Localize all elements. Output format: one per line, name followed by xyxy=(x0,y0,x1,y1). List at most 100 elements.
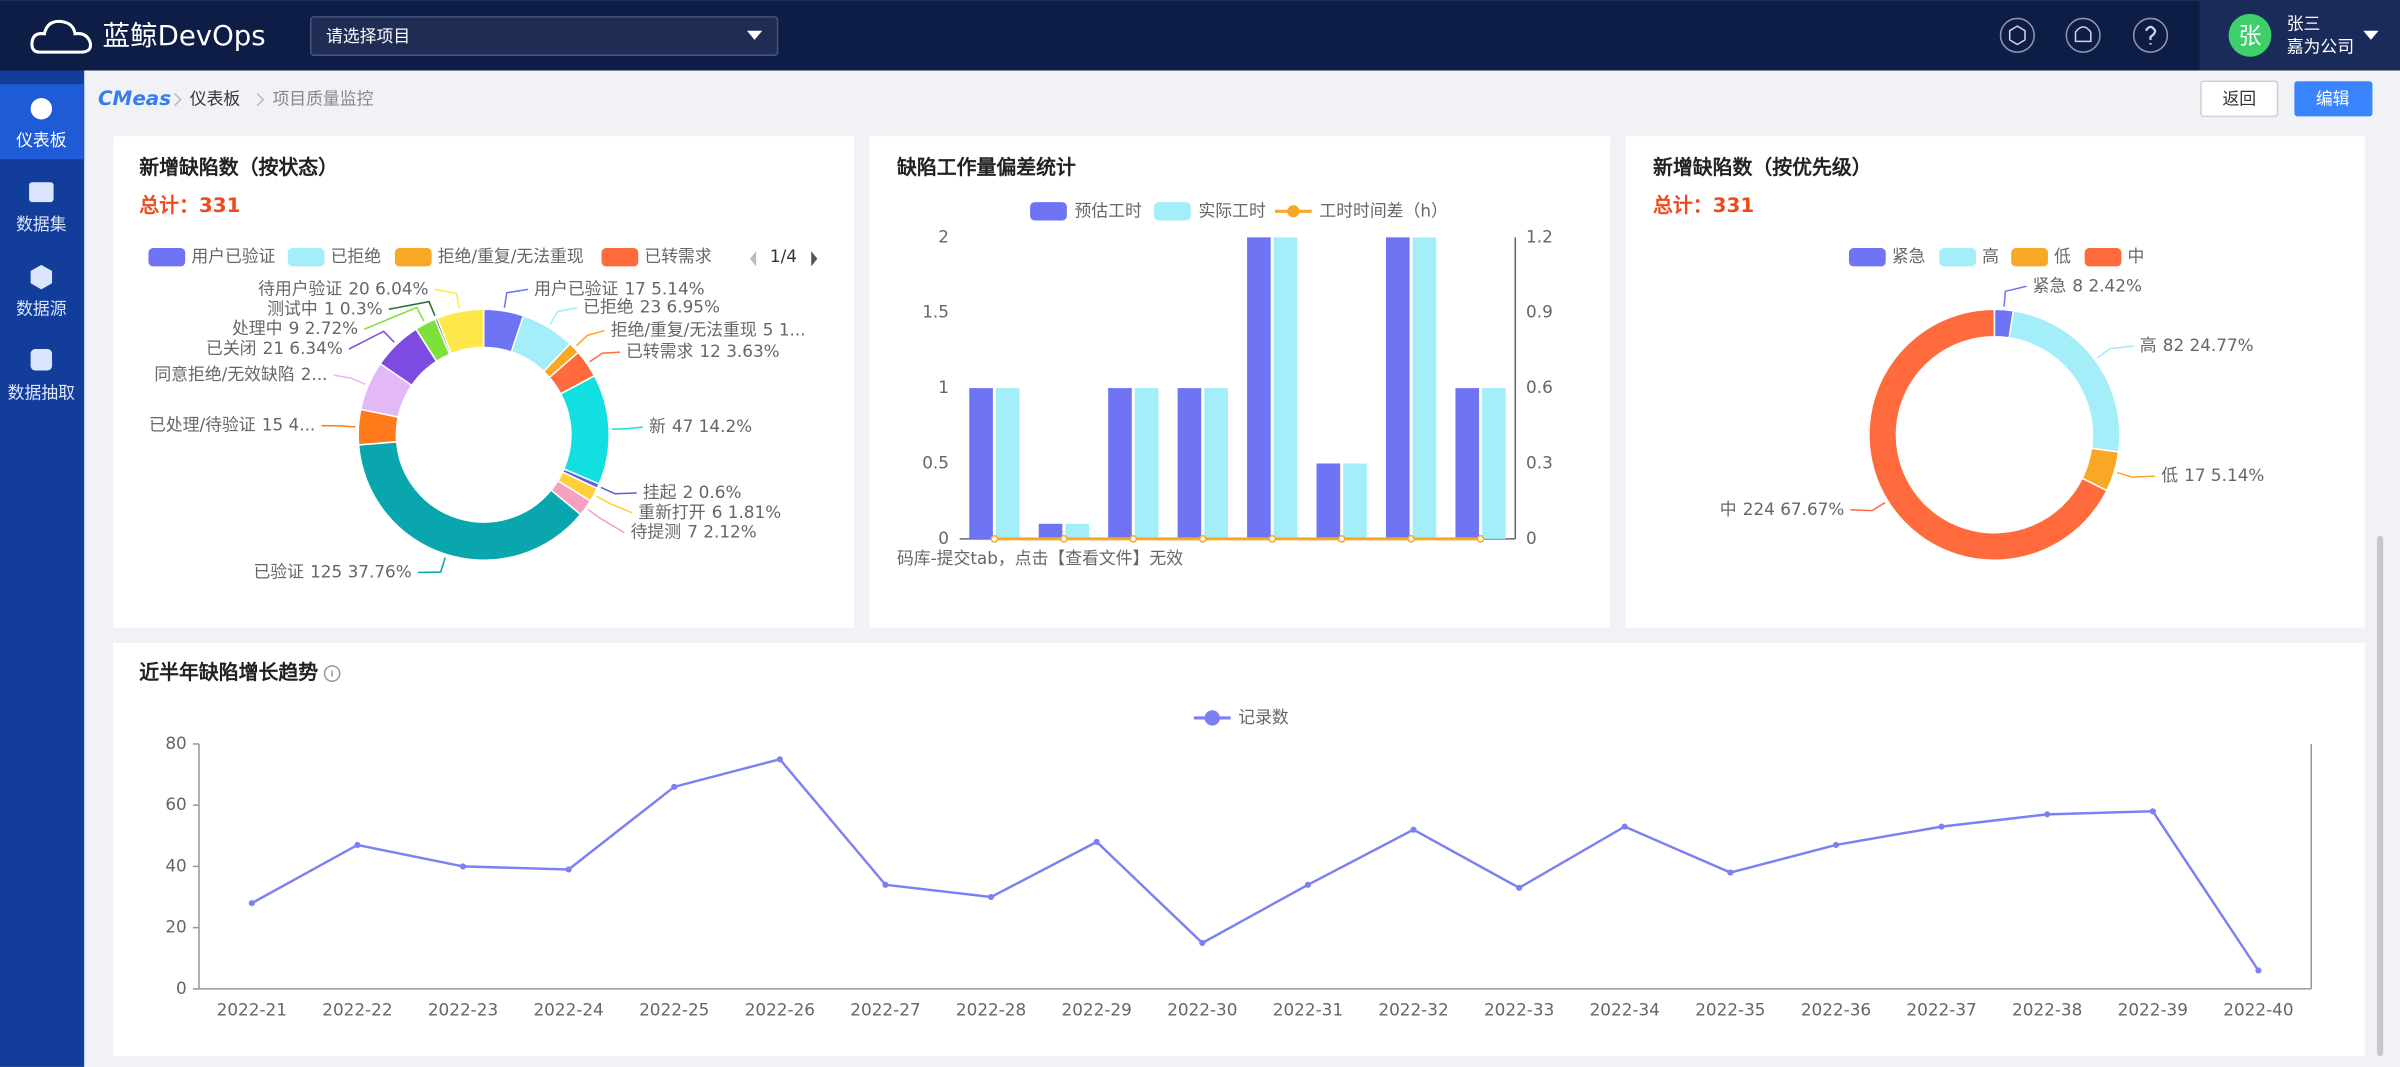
sidebar-item[interactable]: 数据集 xyxy=(16,214,67,234)
slice-value: 224 67.67% xyxy=(1743,499,1845,519)
legend-swatch[interactable] xyxy=(1848,248,1886,267)
legend-swatch[interactable] xyxy=(601,248,639,267)
legend-swatch[interactable] xyxy=(1030,202,1067,221)
slice-name: 低 xyxy=(2161,465,2178,485)
slice-label: 已关闭 21 6.34% xyxy=(206,338,343,358)
point xyxy=(1060,535,1068,543)
point xyxy=(776,756,783,763)
user-caret[interactable] xyxy=(2363,30,2379,40)
breadcrumb-item[interactable]: 仪表板 xyxy=(190,89,241,109)
legend-swatch[interactable] xyxy=(287,248,325,267)
help-icon[interactable] xyxy=(2132,17,2169,53)
x-tick-label: 2022-39 xyxy=(2118,999,2188,1019)
legend-swatch[interactable] xyxy=(1154,202,1191,221)
point xyxy=(1727,869,1734,876)
legend-next[interactable] xyxy=(811,251,818,267)
select-caret[interactable] xyxy=(746,30,763,40)
x-tick-label: 2022-26 xyxy=(745,999,815,1019)
bar xyxy=(1177,388,1202,539)
legend-dot[interactable] xyxy=(1204,710,1220,726)
y-tick-label: 80 xyxy=(165,733,186,753)
slice-name: 拒绝/重复/无法重现 xyxy=(611,320,757,340)
slice-label: 新 47 14.2% xyxy=(649,416,752,436)
legend-label[interactable]: 已拒绝 xyxy=(331,246,382,266)
label-line xyxy=(587,509,625,534)
back-button[interactable] xyxy=(2200,80,2279,118)
package-icon[interactable] xyxy=(1999,17,2035,53)
legend-label[interactable]: 用户已验证 xyxy=(191,246,275,266)
breadcrumb-brand[interactable]: CMeas xyxy=(98,87,171,110)
sidebar xyxy=(0,70,85,1067)
chart-total: 总计：331 xyxy=(139,194,240,217)
legend-label[interactable]: 记录数 xyxy=(1238,707,1289,727)
legend-label[interactable]: 预估工时 xyxy=(1074,200,1141,220)
point xyxy=(1199,939,1206,946)
bar xyxy=(1108,388,1132,539)
legend-swatch[interactable] xyxy=(2084,248,2122,267)
title-help-icon[interactable] xyxy=(323,665,341,682)
x-tick-label: 2022-29 xyxy=(1062,999,1132,1019)
point xyxy=(671,783,678,790)
slice-value: 9 2.72% xyxy=(289,318,359,338)
slice-label: 中 224 67.67% xyxy=(1720,499,1845,519)
chart-title: 缺陷工作量偏差统计 xyxy=(896,156,1076,179)
slice-label: 处理中 9 2.72% xyxy=(232,318,358,338)
slice-name: 高 xyxy=(2140,335,2157,355)
legend-label[interactable]: 低 xyxy=(2054,246,2071,266)
chart-title: 新增缺陷数（按优先级） xyxy=(1653,156,1872,179)
edit-button[interactable] xyxy=(2294,81,2373,117)
legend-label[interactable]: 实际工时 xyxy=(1198,200,1265,220)
slice-label: 已转需求 12 3.63% xyxy=(626,341,780,361)
sidebar-active[interactable] xyxy=(0,84,85,160)
chart-note: 码库-提交tab，点击【查看文件】无效 xyxy=(897,548,1183,568)
legend-swatch[interactable] xyxy=(148,248,186,267)
y-tick-label: 2 xyxy=(938,226,949,246)
slice-value: 1 0.3% xyxy=(324,298,383,318)
slice-label: 低 17 5.14% xyxy=(2161,465,2264,485)
legend-swatch[interactable] xyxy=(1939,248,1977,267)
legend-swatch[interactable] xyxy=(394,248,432,267)
slice-value: 8 2.42% xyxy=(2072,275,2142,295)
slice-value: 82 24.77% xyxy=(2163,335,2254,355)
bell-icon[interactable] xyxy=(2065,17,2101,53)
legend-dot[interactable] xyxy=(1287,205,1300,218)
point xyxy=(2044,811,2051,818)
slice-value: 6 1.81% xyxy=(712,502,782,522)
legend-label[interactable]: 已转需求 xyxy=(644,246,711,266)
back-button-text[interactable]: 返回 xyxy=(2222,89,2256,109)
project-select[interactable] xyxy=(309,16,779,56)
logo-icon[interactable] xyxy=(30,19,93,54)
edit-button-text[interactable]: 编辑 xyxy=(2316,89,2350,109)
bar xyxy=(1412,237,1437,539)
point xyxy=(988,893,995,901)
sidebar-item[interactable]: 仪表板 xyxy=(16,130,67,150)
avatar[interactable] xyxy=(2228,13,2272,57)
select-placeholder[interactable]: 请选择项目 xyxy=(326,26,410,46)
x-tick-label: 2022-36 xyxy=(1801,999,1871,1019)
label-line xyxy=(2003,285,2027,307)
slice-name: 用户已验证 xyxy=(534,278,618,298)
slice-label: 挂起 2 0.6% xyxy=(643,482,742,502)
slice-name: 待提测 xyxy=(631,522,681,542)
legend-swatch[interactable] xyxy=(2011,248,2048,267)
sidebar-item[interactable]: 数据抽取 xyxy=(8,382,75,402)
slice-label: 紧急 8 2.42% xyxy=(2033,275,2142,295)
legend-prev[interactable] xyxy=(750,251,757,267)
legend-label[interactable]: 中 xyxy=(2128,246,2145,266)
point xyxy=(2149,808,2156,815)
slice-label: 待用户验证 20 6.04% xyxy=(258,278,428,298)
dashboard-icon xyxy=(30,98,53,120)
legend-label[interactable]: 紧急 xyxy=(1892,246,1926,266)
line xyxy=(251,757,2260,972)
slice-value: 47 14.2% xyxy=(672,416,752,436)
legend-label[interactable]: 高 xyxy=(1982,246,1999,266)
point xyxy=(1410,826,1417,833)
legend-label[interactable]: 工时时间差（h） xyxy=(1319,200,1447,220)
slice-value: 17 5.14% xyxy=(2184,465,2264,485)
slice-value: 12 3.63% xyxy=(699,341,779,361)
scrollbar[interactable] xyxy=(2377,535,2384,1057)
label-line xyxy=(589,351,620,363)
logo-text[interactable]: 蓝鲸DevOps xyxy=(103,20,266,52)
sidebar-item[interactable]: 数据源 xyxy=(16,298,67,318)
legend-label[interactable]: 拒绝/重复/无法重现 xyxy=(438,246,584,266)
